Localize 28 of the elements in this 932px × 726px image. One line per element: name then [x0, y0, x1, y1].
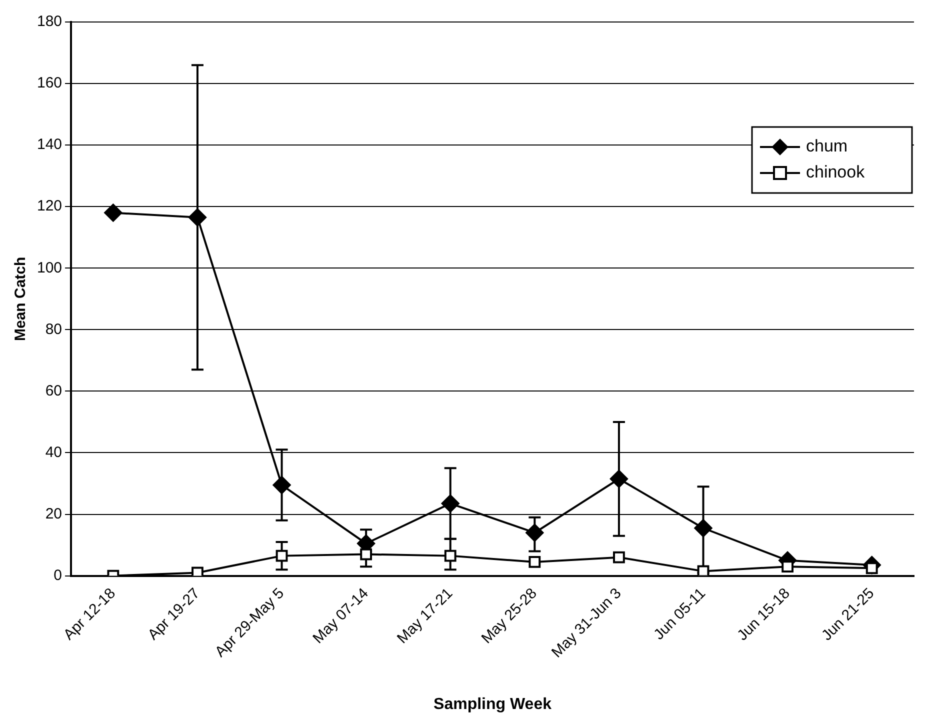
point — [192, 566, 204, 576]
point — [104, 204, 122, 222]
y-tick-label: 0 — [54, 566, 62, 584]
y-tick-label: 20 — [45, 505, 62, 522]
point — [360, 548, 372, 560]
point — [444, 550, 456, 562]
point — [272, 476, 291, 494]
legend-label: chinook — [806, 162, 866, 182]
point — [528, 556, 541, 568]
y-axis-title: Mean Catch — [12, 256, 30, 341]
point — [697, 565, 710, 576]
point — [694, 519, 712, 538]
point — [610, 470, 628, 488]
y-tick-label: 80 — [45, 320, 62, 338]
point — [526, 524, 544, 542]
legend-label: chum — [806, 136, 848, 156]
y-tick-label: 60 — [45, 382, 62, 400]
x-axis-title: Sampling Week — [434, 696, 552, 713]
point — [276, 550, 288, 562]
y-tick-label: 140 — [36, 136, 62, 154]
y-tick-label: 120 — [36, 198, 62, 215]
y-tick-label: 40 — [45, 444, 62, 461]
point — [188, 208, 206, 226]
y-tick-label: 100 — [36, 259, 62, 276]
y-tick-label: 160 — [36, 74, 62, 92]
y-tick-label: 180 — [36, 13, 62, 30]
point — [441, 494, 460, 513]
point — [613, 551, 625, 564]
